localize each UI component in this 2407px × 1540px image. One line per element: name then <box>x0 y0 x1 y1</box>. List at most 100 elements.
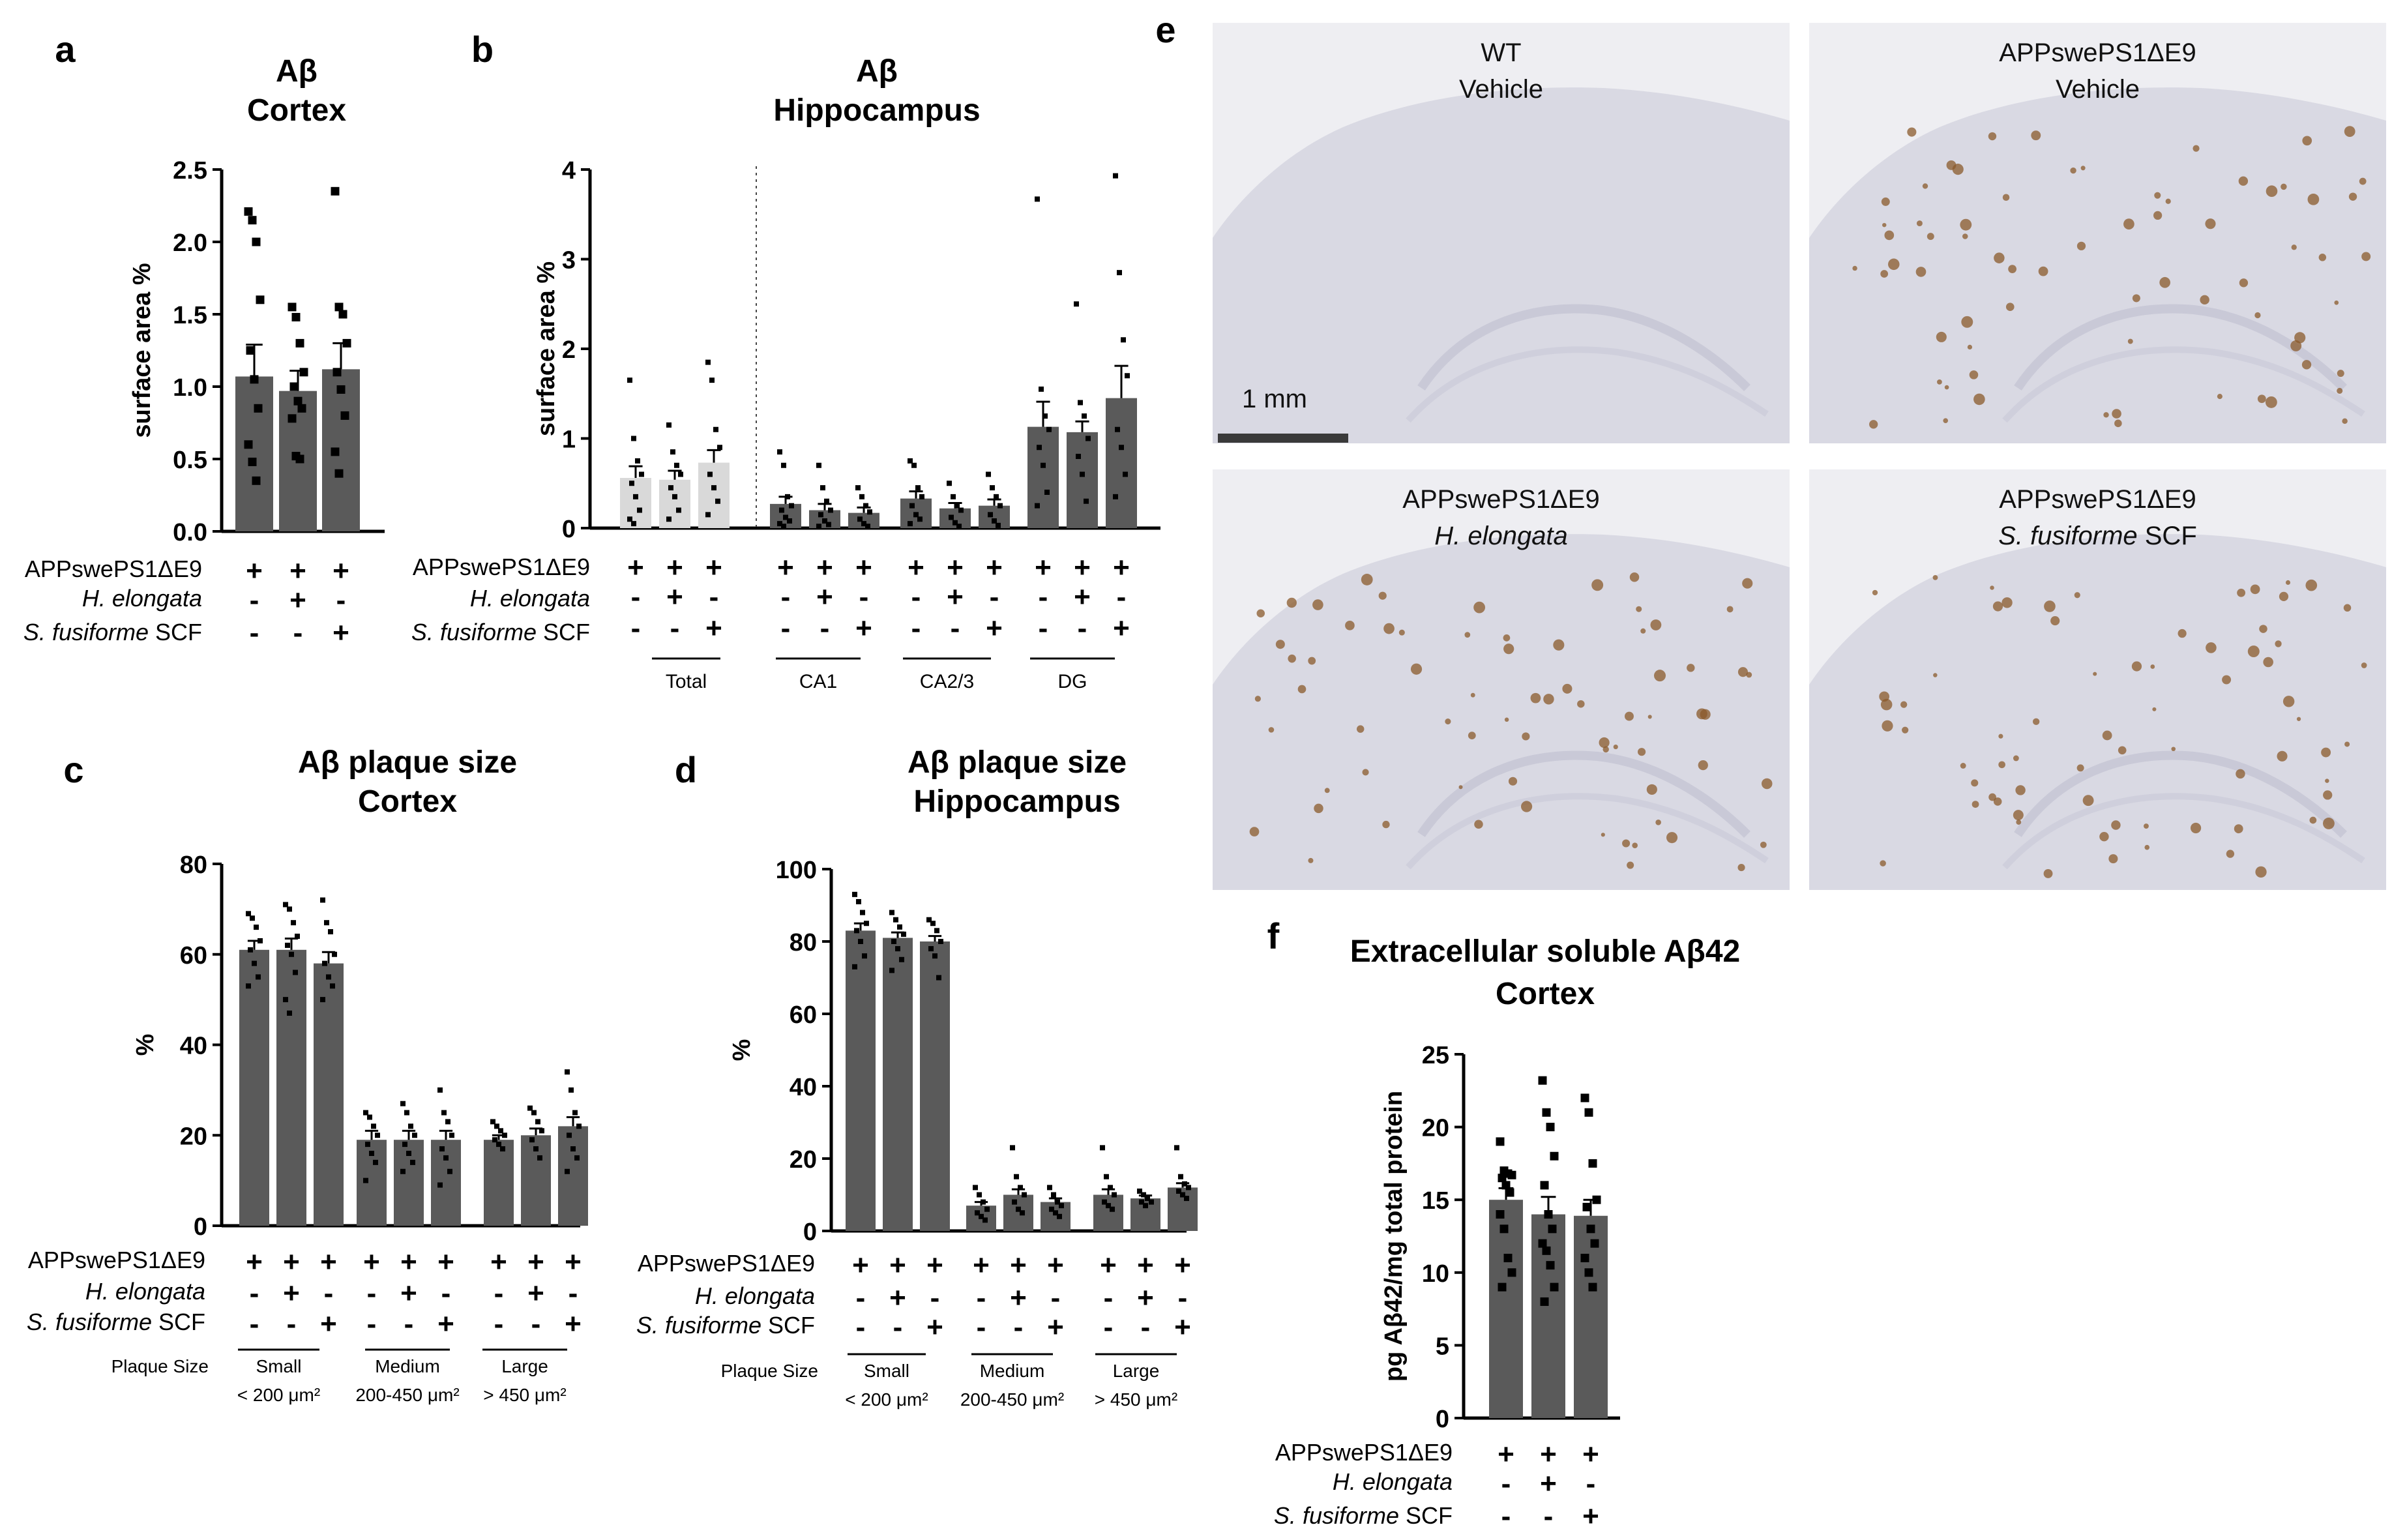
data-point <box>938 939 943 944</box>
hippocampus-outline <box>2014 304 2347 391</box>
sign-genotype: + <box>246 555 263 587</box>
data-point <box>1542 1246 1551 1255</box>
sign-fusiforme: + <box>565 1308 582 1340</box>
data-point <box>295 934 300 939</box>
sign-elongata: + <box>527 1277 544 1309</box>
data-point <box>1119 445 1124 451</box>
sign-fusiforme: - <box>531 1308 541 1340</box>
data-point <box>539 1128 544 1134</box>
data-point <box>994 494 999 499</box>
y-axis-label: surface area % <box>533 261 560 436</box>
plaque <box>1553 639 1565 651</box>
plaque <box>2108 854 2118 864</box>
data-point <box>975 1210 980 1216</box>
data-point <box>901 931 906 937</box>
row-label-fusiforme-suffix: SCF <box>149 619 202 645</box>
data-point <box>1035 503 1040 509</box>
sign-elongata: - <box>336 584 346 616</box>
sign-genotype: + <box>1113 552 1130 584</box>
plaque <box>2153 211 2163 220</box>
sign-genotype: + <box>437 1246 454 1278</box>
bar <box>659 479 690 528</box>
micrograph-panel: WT Vehicle 1 mm APPswePS1ΔE9 Vehicle APP… <box>1213 23 2407 890</box>
hippocampus-outline <box>2014 750 2347 838</box>
data-point <box>1042 413 1048 419</box>
y-tick-label: 1 <box>562 426 576 454</box>
data-point <box>1014 1174 1019 1179</box>
brain-section <box>1213 534 1790 890</box>
micrograph-app-vehicle: APPswePS1ΔE9 Vehicle <box>1809 23 2386 443</box>
data-point <box>293 970 298 975</box>
sign-elongata: - <box>856 1282 866 1314</box>
plaque <box>2337 387 2343 394</box>
plaque <box>1937 379 1942 385</box>
data-point <box>860 910 865 915</box>
data-point <box>283 997 288 1003</box>
data-point <box>1580 1093 1589 1103</box>
plaque <box>1268 727 1275 733</box>
plaque <box>1880 270 1889 278</box>
data-point <box>864 921 869 926</box>
group-label: Small <box>864 1361 909 1381</box>
bar <box>883 938 913 1231</box>
data-point <box>717 445 722 451</box>
sign-genotype: + <box>908 552 924 584</box>
sign-elongata: - <box>781 581 791 613</box>
tile-label-line2-suffix: SCF <box>2137 522 2197 550</box>
plaque <box>1508 777 1518 786</box>
chart-title: Aβ plaque size <box>908 745 1127 780</box>
data-point <box>855 485 861 491</box>
plaque <box>2342 418 2348 424</box>
plaque <box>2171 747 2176 752</box>
y-tick-label: 1.0 <box>173 374 207 402</box>
plaque <box>1362 769 1369 776</box>
plaque <box>2002 194 2010 201</box>
y-tick-label: 0 <box>194 1213 207 1241</box>
data-point <box>404 1110 409 1116</box>
plaque <box>1613 745 1618 750</box>
plaque <box>1943 418 1949 423</box>
plaque <box>2099 831 2109 842</box>
data-point <box>1582 1202 1591 1211</box>
plaque <box>1737 864 1745 872</box>
plaque <box>1383 623 1395 634</box>
plaque <box>1992 601 2003 612</box>
sign-genotype: + <box>1035 552 1052 584</box>
data-point <box>1498 1282 1507 1292</box>
row-label-fusiforme: S. fusiforme SCF <box>636 1312 815 1339</box>
tile-label-line2: Vehicle <box>2056 75 2140 104</box>
plaque <box>2165 198 2171 204</box>
plaque <box>2005 303 2015 312</box>
data-point <box>342 338 351 348</box>
data-point <box>250 375 259 384</box>
data-point <box>992 518 997 524</box>
sign-elongata: - <box>441 1277 451 1309</box>
data-point <box>1184 1196 1189 1202</box>
data-point <box>891 939 896 944</box>
tile-label-line2: H. elongata <box>1434 522 1568 550</box>
plaque <box>2013 810 2024 821</box>
data-point <box>1039 386 1044 392</box>
plaque <box>1869 420 1878 429</box>
data-point <box>439 1146 445 1152</box>
plaque <box>1522 732 1530 741</box>
data-point <box>1141 1192 1146 1198</box>
sign-elongata: + <box>1010 1282 1027 1314</box>
data-point <box>246 346 255 355</box>
sign-fusiforme: + <box>705 612 722 644</box>
data-point <box>977 1192 982 1198</box>
y-axis-label: pg Aβ42/mg total protein <box>1380 1091 1408 1382</box>
plaque <box>2322 818 2335 829</box>
plaque <box>2015 785 2026 795</box>
plaque <box>1907 127 1917 137</box>
data-point <box>1538 1239 1547 1248</box>
sign-genotype: + <box>627 552 644 584</box>
sign-genotype: + <box>855 552 872 584</box>
row-label-fusiforme-suffix: SCF <box>152 1309 205 1335</box>
data-point <box>258 938 263 943</box>
panel-letter-e: e <box>1155 9 1175 50</box>
data-point <box>711 485 716 491</box>
plaque <box>1622 839 1631 848</box>
data-point <box>1149 1199 1154 1205</box>
data-point <box>915 485 921 491</box>
